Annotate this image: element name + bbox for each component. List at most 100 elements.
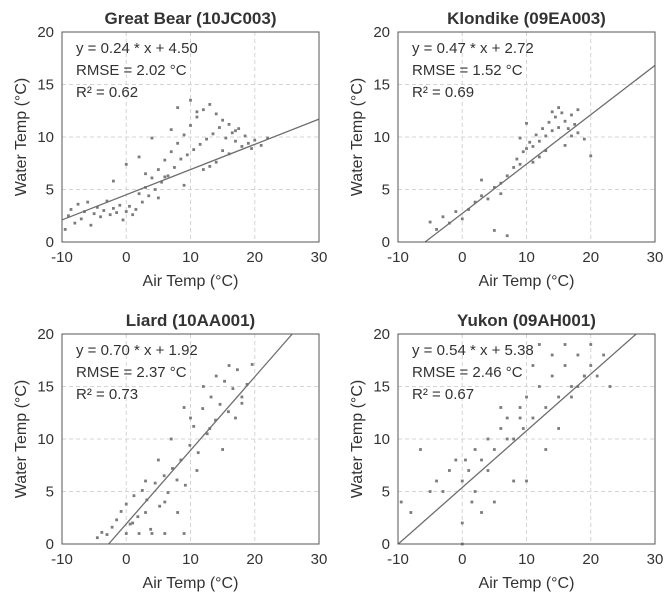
data-point xyxy=(544,134,548,138)
data-point xyxy=(176,141,180,145)
x-tick-label: -10 xyxy=(387,249,409,266)
data-point xyxy=(537,155,541,159)
data-point xyxy=(512,437,516,441)
x-tick-label: 10 xyxy=(518,551,535,568)
y-tick-label: 20 xyxy=(37,24,54,41)
data-point xyxy=(173,166,176,169)
data-point xyxy=(460,521,464,525)
data-point xyxy=(460,217,464,221)
data-point xyxy=(505,416,509,420)
data-point xyxy=(183,483,187,487)
data-point xyxy=(195,469,199,472)
data-point xyxy=(240,401,244,405)
data-point xyxy=(537,139,541,143)
x-tick-label: 20 xyxy=(582,551,599,568)
data-point xyxy=(89,223,93,227)
data-point xyxy=(214,374,218,378)
data-point xyxy=(505,174,509,178)
data-point xyxy=(531,416,535,420)
data-point xyxy=(119,510,123,513)
data-point xyxy=(201,385,205,388)
data-point xyxy=(76,202,80,206)
data-point xyxy=(563,343,567,346)
data-point xyxy=(189,416,192,420)
data-point xyxy=(188,443,192,447)
regression-line xyxy=(108,333,293,545)
data-point xyxy=(79,217,83,221)
data-point xyxy=(499,406,503,409)
y-tick-label: 5 xyxy=(46,182,54,199)
data-point xyxy=(166,491,170,494)
data-point xyxy=(480,511,483,514)
y-tick-label: 15 xyxy=(37,379,54,396)
x-tick-label: 0 xyxy=(122,249,130,266)
data-point xyxy=(518,162,522,166)
data-point xyxy=(467,208,471,211)
data-point xyxy=(221,149,225,153)
data-point xyxy=(473,200,477,204)
chart-title: Liard (10AA001) xyxy=(126,311,255,330)
data-point xyxy=(234,416,237,420)
data-point xyxy=(102,209,106,212)
data-point xyxy=(182,183,186,187)
x-axis-label: Air Temp (°C) xyxy=(479,575,575,592)
x-tick-label: 0 xyxy=(458,551,466,568)
annotation-text: R² = 0.73 xyxy=(76,386,138,403)
data-point xyxy=(570,385,573,388)
data-point xyxy=(171,467,174,470)
x-tick-label: 0 xyxy=(458,249,466,266)
axes-box xyxy=(61,31,320,243)
x-tick-label: 30 xyxy=(647,551,664,568)
y-axis-label: Water Temp (°C) xyxy=(349,380,366,498)
regression-line xyxy=(424,64,656,243)
data-point xyxy=(182,133,186,137)
data-point xyxy=(512,479,516,483)
data-point xyxy=(499,192,503,196)
x-tick-label: -10 xyxy=(51,551,73,568)
data-point xyxy=(134,208,138,211)
data-point xyxy=(192,148,196,151)
annotation-text: RMSE = 1.52 °C xyxy=(412,62,523,79)
x-tick-label: 20 xyxy=(582,249,599,266)
annotation-text: y = 0.70 * x + 1.92 xyxy=(76,342,198,359)
data-point xyxy=(73,221,77,225)
data-point xyxy=(162,474,166,478)
data-point xyxy=(518,416,522,420)
data-point xyxy=(589,364,593,367)
data-point xyxy=(550,129,554,133)
axes-box xyxy=(61,333,320,545)
data-point xyxy=(169,150,173,154)
data-point xyxy=(149,527,153,531)
annotation-text: R² = 0.69 xyxy=(412,84,474,101)
x-tick-label: 30 xyxy=(311,249,328,266)
axes-box xyxy=(397,31,656,243)
data-point xyxy=(557,126,561,129)
data-point xyxy=(259,144,263,147)
y-tick-label: 0 xyxy=(46,536,54,553)
data-point xyxy=(118,203,122,207)
data-point xyxy=(196,451,200,455)
x-tick-label: 30 xyxy=(647,249,664,266)
data-point xyxy=(486,469,490,472)
data-point xyxy=(205,432,209,436)
data-point xyxy=(163,500,167,504)
x-axis-label: Air Temp (°C) xyxy=(479,273,575,290)
data-point xyxy=(243,134,247,138)
data-point xyxy=(554,115,557,119)
data-point xyxy=(266,136,269,140)
data-point xyxy=(208,165,212,168)
data-point xyxy=(570,134,573,138)
data-point xyxy=(454,210,458,213)
data-point xyxy=(441,490,445,493)
data-point xyxy=(550,353,554,357)
data-point xyxy=(563,119,567,123)
data-point xyxy=(195,115,199,119)
y-axis-label: Water Temp (°C) xyxy=(13,380,30,498)
x-tick-label: 0 xyxy=(122,551,130,568)
data-point xyxy=(486,197,490,201)
data-point xyxy=(234,129,237,133)
data-point xyxy=(112,207,115,210)
data-point xyxy=(99,215,102,219)
